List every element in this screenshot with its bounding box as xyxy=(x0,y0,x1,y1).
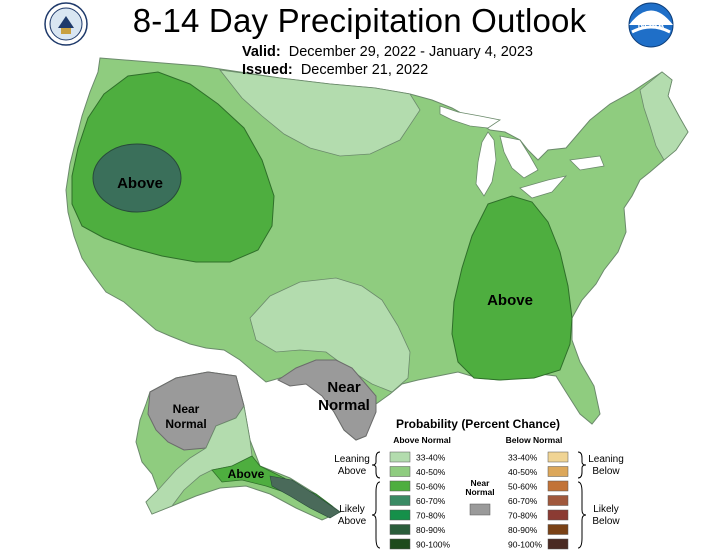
legend-above-header: Above Normal xyxy=(393,435,451,445)
legend-above-swatch-2 xyxy=(389,480,411,492)
brace-leaning-below xyxy=(577,451,587,479)
alaska-panhandle xyxy=(269,475,341,519)
legend-below-swatch-2 xyxy=(547,480,569,492)
brace-likely-below xyxy=(577,481,587,549)
noaa-logo-text: NOAA xyxy=(638,20,665,30)
legend-below-range-4: 70-80% xyxy=(508,511,538,521)
medium-green-southeast xyxy=(451,195,573,381)
legend-near-swatch xyxy=(469,503,491,516)
legend-leaning-above-2: Above xyxy=(338,466,367,477)
legend-below-range-6: 90-100% xyxy=(508,540,542,550)
map-title: 8-14 Day Precipitation Outlook xyxy=(132,2,587,39)
legend-above-range-4: 70-80% xyxy=(416,511,446,521)
legend-above-range-3: 60-70% xyxy=(416,496,446,506)
legend-below-range-5: 80-90% xyxy=(508,525,538,535)
brace-likely-above xyxy=(371,481,381,549)
legend-below-swatch-4 xyxy=(547,509,569,521)
legend-below-range-2: 50-60% xyxy=(508,482,538,492)
issued-line: Issued: December 21, 2022 xyxy=(242,62,428,78)
lake-huron-erie-ontario xyxy=(499,135,605,199)
legend: Probability (Percent Chance) Above Norma… xyxy=(334,417,624,550)
legend-leaning-above-1: Leaning xyxy=(334,454,370,465)
legend-above-swatch-6 xyxy=(389,538,411,550)
legend-likely-above-1: Likely xyxy=(339,504,365,515)
legend-above-swatch-1 xyxy=(389,466,411,477)
legend-below-swatch-3 xyxy=(547,495,569,506)
lake-superior xyxy=(439,105,502,129)
label-alaska-normal: Normal xyxy=(165,417,206,431)
label-west-above: Above xyxy=(117,175,163,192)
commerce-seal-logo xyxy=(44,2,88,46)
legend-above-range-5: 80-90% xyxy=(416,525,446,535)
legend-above-range-6: 90-100% xyxy=(416,540,450,550)
label-alaska-above: Above xyxy=(228,467,265,481)
valid-dates: December 29, 2022 - January 4, 2023 xyxy=(288,44,533,60)
legend-above-swatch-3 xyxy=(389,495,411,506)
alaska-light-green xyxy=(145,404,253,515)
legend-below-swatch-1 xyxy=(547,466,569,477)
lake-michigan xyxy=(475,131,497,197)
legend-likely-below-2: Below xyxy=(592,516,620,527)
label-texas-near: Near xyxy=(327,379,361,396)
legend-likely-above-2: Above xyxy=(338,516,367,527)
label-texas-normal: Normal xyxy=(318,397,370,414)
brace-leaning-above xyxy=(371,451,381,479)
legend-below-range-3: 60-70% xyxy=(508,496,538,506)
legend-above-rows: 33-40% 40-50% 50-60% 60-70% 70-80% 80-90% 90-1… xyxy=(389,451,450,550)
legend-above-range-2: 50-60% xyxy=(416,482,446,492)
light-green-northern-plains xyxy=(219,69,421,157)
issued-label: Issued: xyxy=(242,62,293,78)
issued-date: December 21, 2022 xyxy=(300,62,429,78)
dark-green-west-core xyxy=(92,143,182,213)
legend-above-range-0: 33-40% xyxy=(416,453,446,463)
legend-above-range-1: 40-50% xyxy=(416,467,446,477)
legend-likely-below-1: Likely xyxy=(593,504,619,515)
legend-leaning-below-2: Below xyxy=(592,466,620,477)
noaa-logo: NOAA xyxy=(628,2,674,48)
legend-below-swatch-5 xyxy=(547,524,569,535)
legend-near-header-2: Normal xyxy=(465,487,494,497)
label-southeast-above: Above xyxy=(487,292,533,309)
valid-line: Valid: December 29, 2022 - January 4, 20… xyxy=(242,44,533,60)
legend-below-rows: 33-40% 40-50% 50-60% 60-70% 70-80% 80-90% 90-1… xyxy=(508,451,569,550)
legend-leaning-below-1: Leaning xyxy=(588,454,624,465)
legend-below-header: Below Normal xyxy=(506,435,563,445)
gray-texas xyxy=(277,359,377,441)
label-alaska-near: Near xyxy=(173,402,200,416)
legend-near-header-1: Near xyxy=(471,478,491,488)
legend-below-range-0: 33-40% xyxy=(508,453,538,463)
legend-above-swatch-4 xyxy=(389,509,411,521)
legend-title: Probability (Percent Chance) xyxy=(396,417,560,431)
legend-below-range-1: 40-50% xyxy=(508,467,538,477)
light-green-southern-plains xyxy=(249,277,411,393)
legend-below-swatch-6 xyxy=(547,538,569,550)
legend-above-swatch-5 xyxy=(389,524,411,535)
legend-below-swatch-0 xyxy=(547,451,569,463)
valid-label: Valid: xyxy=(242,44,281,60)
light-green-northeast xyxy=(639,71,689,161)
legend-above-swatch-0 xyxy=(389,451,411,463)
